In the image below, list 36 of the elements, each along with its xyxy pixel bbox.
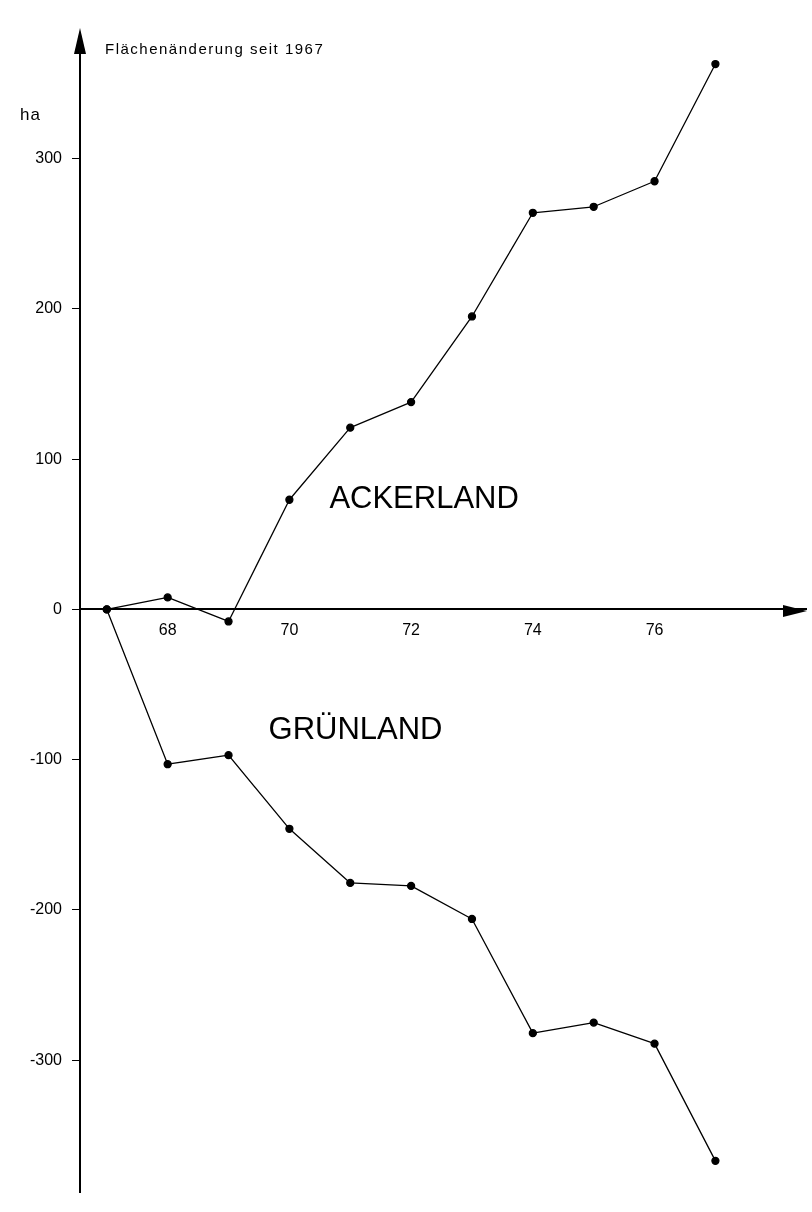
point xyxy=(589,202,598,211)
point xyxy=(163,760,172,769)
y-tick-label: 100 xyxy=(35,449,63,467)
point xyxy=(467,312,477,321)
series-label: ACKERLAND xyxy=(329,480,519,516)
point xyxy=(346,878,355,888)
point xyxy=(528,1028,537,1038)
y-tick-label: 300 xyxy=(35,149,63,167)
point xyxy=(528,208,537,217)
point xyxy=(711,59,720,69)
point xyxy=(406,397,416,407)
x-tick-label: 74 xyxy=(523,621,542,639)
x-tick-label: 76 xyxy=(645,621,664,639)
series-label: GRÜNLAND xyxy=(268,710,443,746)
point xyxy=(650,1039,659,1048)
y-tick-label: -300 xyxy=(29,1050,63,1068)
point xyxy=(650,177,659,186)
point xyxy=(467,914,477,924)
chart-title: Flächenänderung seit 1967 xyxy=(105,40,325,57)
x-tick-label: 72 xyxy=(402,621,421,639)
point xyxy=(346,423,355,432)
y-axis-title: ha xyxy=(20,105,41,125)
point xyxy=(711,1156,720,1165)
point xyxy=(224,751,233,760)
point xyxy=(285,495,294,504)
point xyxy=(224,617,233,626)
x-tick-label: 68 xyxy=(158,621,177,639)
point xyxy=(285,824,294,833)
y-tick-label: 0 xyxy=(53,599,63,617)
y-tick-label: 200 xyxy=(35,299,63,317)
y-tick-label: -200 xyxy=(29,900,63,918)
y-tick-label: -100 xyxy=(29,750,63,768)
x-tick-label: 70 xyxy=(280,621,299,639)
point xyxy=(589,1018,598,1027)
point xyxy=(406,881,416,891)
point xyxy=(163,593,172,602)
